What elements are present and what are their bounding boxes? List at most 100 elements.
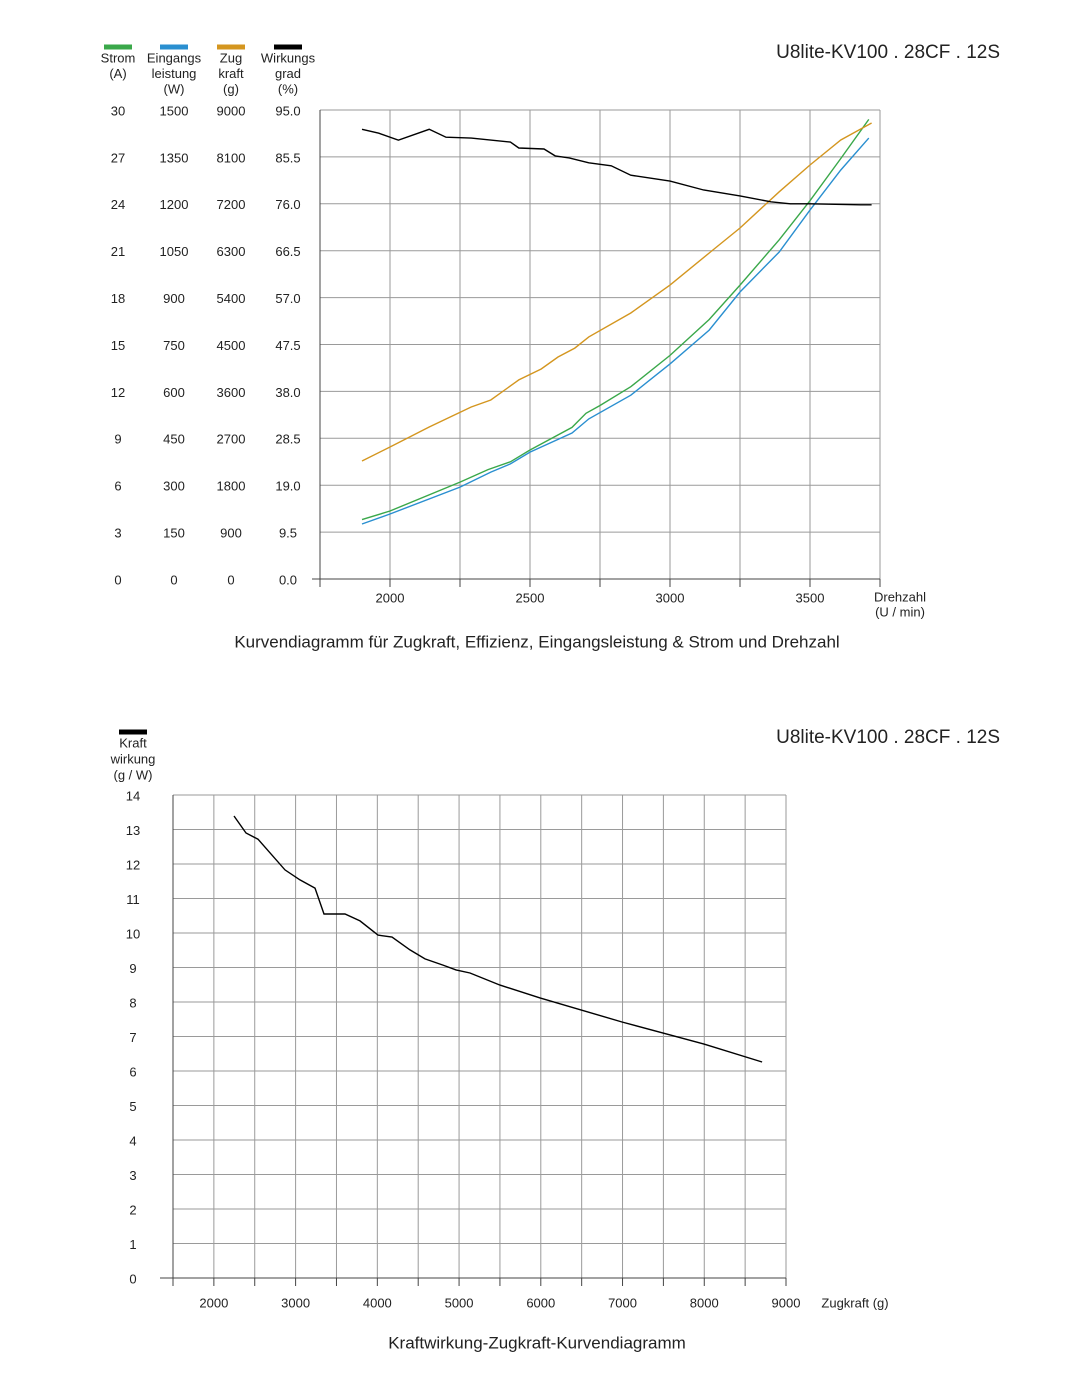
data-line bbox=[361, 128, 872, 206]
y-tick-label: 8100 bbox=[217, 150, 246, 165]
x-tick-label: 3500 bbox=[796, 590, 825, 605]
y-tick-label: 95.0 bbox=[275, 103, 300, 118]
y-tick-label: 30 bbox=[111, 103, 125, 118]
legend-label: kraft bbox=[218, 66, 244, 81]
data-line bbox=[361, 137, 870, 525]
y-tick-label: 6 bbox=[114, 479, 121, 494]
y-tick-label: 12 bbox=[111, 385, 125, 400]
y-tick-label: 750 bbox=[163, 338, 185, 353]
y-tick-label: 9 bbox=[114, 432, 121, 447]
y-tick-label: 2700 bbox=[217, 432, 246, 447]
x-tick-label: 3000 bbox=[656, 590, 685, 605]
y-tick-label: 150 bbox=[163, 526, 185, 541]
y-tick-label: 3 bbox=[129, 1168, 136, 1183]
data-line bbox=[361, 122, 872, 462]
y-tick-label: 76.0 bbox=[275, 197, 300, 212]
legend-unit: (g / W) bbox=[114, 767, 153, 782]
x-tick-label: 4000 bbox=[363, 1295, 392, 1310]
y-tick-label: 1050 bbox=[160, 244, 189, 259]
y-tick-label: 57.0 bbox=[275, 291, 300, 306]
chart-title: U8lite-KV100 . 28CF . 12S bbox=[776, 42, 1000, 63]
legend-swatch bbox=[119, 729, 147, 735]
y-tick-label: 27 bbox=[111, 150, 125, 165]
y-tick-label: 3 bbox=[114, 526, 121, 541]
x-tick-label: 5000 bbox=[445, 1295, 474, 1310]
chart-title: U8lite-KV100 . 28CF . 12S bbox=[776, 727, 1000, 748]
y-tick-label: 5 bbox=[129, 1099, 136, 1114]
y-tick-label: 3600 bbox=[217, 385, 246, 400]
legend-unit: (g) bbox=[223, 81, 239, 96]
x-axis-label: Drehzahl bbox=[874, 589, 926, 604]
legend-label: Zug bbox=[220, 50, 242, 65]
legend-swatch bbox=[217, 44, 245, 50]
y-tick-label: 6 bbox=[129, 1064, 136, 1079]
legend-swatch bbox=[104, 44, 132, 50]
y-tick-label: 2 bbox=[129, 1202, 136, 1217]
y-tick-label: 4500 bbox=[217, 338, 246, 353]
legend-swatch bbox=[160, 44, 188, 50]
legend-unit: (W) bbox=[164, 81, 185, 96]
y-tick-label: 7 bbox=[129, 1030, 136, 1045]
y-tick-label: 47.5 bbox=[275, 338, 300, 353]
y-tick-label: 450 bbox=[163, 432, 185, 447]
y-tick-label: 0 bbox=[129, 1271, 136, 1286]
y-tick-label: 600 bbox=[163, 385, 185, 400]
x-tick-label: 2000 bbox=[199, 1295, 228, 1310]
y-tick-label: 24 bbox=[111, 197, 125, 212]
legend-label: Strom bbox=[101, 50, 136, 65]
y-tick-label: 15 bbox=[111, 338, 125, 353]
y-tick-label: 0 bbox=[227, 572, 234, 587]
x-tick-label: 3000 bbox=[281, 1295, 310, 1310]
legend-label: Kraft bbox=[119, 735, 147, 750]
y-tick-label: 11 bbox=[126, 892, 140, 907]
y-tick-label: 12 bbox=[126, 857, 140, 872]
y-tick-label: 1350 bbox=[160, 150, 189, 165]
x-tick-label: 6000 bbox=[526, 1295, 555, 1310]
y-tick-label: 300 bbox=[163, 479, 185, 494]
x-tick-label: 9000 bbox=[772, 1295, 801, 1310]
y-tick-label: 9 bbox=[129, 961, 136, 976]
y-tick-label: 85.5 bbox=[275, 150, 300, 165]
legend-unit: (%) bbox=[278, 81, 298, 96]
y-tick-label: 9000 bbox=[217, 103, 246, 118]
y-tick-label: 13 bbox=[126, 823, 140, 838]
y-tick-label: 1 bbox=[129, 1237, 136, 1252]
y-tick-label: 900 bbox=[163, 291, 185, 306]
chart-caption: Kraftwirkung-Zugkraft-Kurvendiagramm bbox=[388, 1333, 686, 1352]
legend-swatch bbox=[274, 44, 302, 50]
y-tick-label: 900 bbox=[220, 526, 242, 541]
legend-label: grad bbox=[275, 66, 301, 81]
x-tick-label: 7000 bbox=[608, 1295, 637, 1310]
y-tick-label: 1500 bbox=[160, 103, 189, 118]
x-tick-label: 2000 bbox=[376, 590, 405, 605]
y-tick-label: 0 bbox=[114, 572, 121, 587]
y-tick-label: 0.0 bbox=[279, 572, 297, 587]
y-tick-label: 1800 bbox=[217, 479, 246, 494]
legend-label: Eingangs bbox=[147, 50, 202, 65]
y-tick-label: 5400 bbox=[217, 291, 246, 306]
y-tick-label: 21 bbox=[111, 244, 125, 259]
y-tick-label: 28.5 bbox=[275, 432, 300, 447]
chart-caption: Kurvendiagramm für Zugkraft, Effizienz, … bbox=[234, 632, 839, 651]
y-tick-label: 9.5 bbox=[279, 526, 297, 541]
y-tick-label: 7200 bbox=[217, 197, 246, 212]
legend-label: leistung bbox=[152, 66, 197, 81]
x-tick-label: 2500 bbox=[516, 590, 545, 605]
legend-unit: (A) bbox=[109, 66, 126, 81]
y-tick-label: 0 bbox=[170, 572, 177, 587]
y-tick-label: 10 bbox=[126, 926, 140, 941]
x-axis-label: Zugkraft (g) bbox=[821, 1295, 888, 1310]
legend-label: wirkung bbox=[110, 751, 156, 766]
x-axis-label: (U / min) bbox=[875, 604, 925, 619]
y-tick-label: 38.0 bbox=[275, 385, 300, 400]
data-line bbox=[233, 815, 763, 1063]
y-tick-label: 19.0 bbox=[275, 479, 300, 494]
y-tick-label: 6300 bbox=[217, 244, 246, 259]
y-tick-label: 1200 bbox=[160, 197, 189, 212]
y-tick-label: 18 bbox=[111, 291, 125, 306]
y-tick-label: 66.5 bbox=[275, 244, 300, 259]
y-tick-label: 4 bbox=[129, 1133, 136, 1148]
y-tick-label: 8 bbox=[129, 995, 136, 1010]
